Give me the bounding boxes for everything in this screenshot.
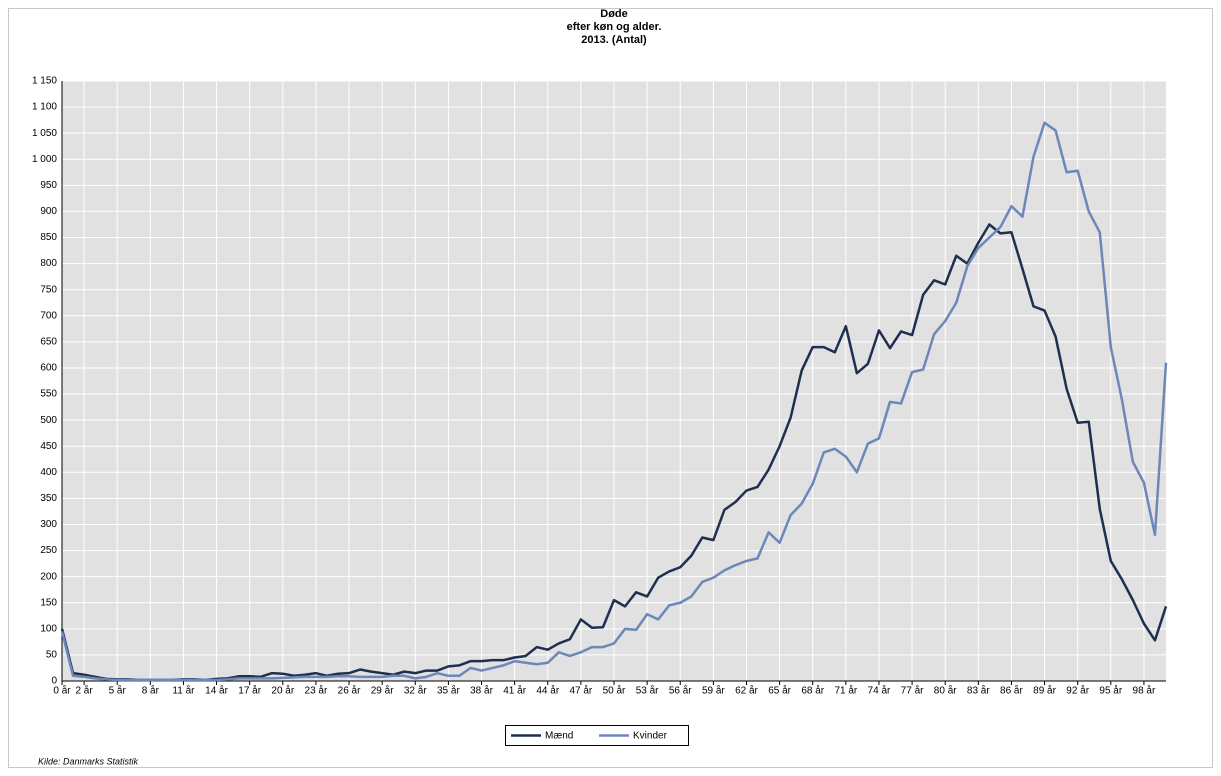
y-tick-label: 0 [51, 676, 57, 687]
line-series [60, 121, 1168, 682]
y-tick-label: 550 [40, 389, 57, 400]
y-tick-label: 450 [40, 441, 57, 452]
x-tick-label: 8 år [142, 685, 160, 697]
x-tick-label: 83 år [967, 685, 990, 697]
x-tick-label: 35 år [437, 685, 460, 697]
x-tick-label: 2 år [75, 685, 93, 697]
x-tick-label: 53 år [636, 685, 659, 697]
y-tick-label: 800 [40, 258, 57, 269]
x-tick-label: 80 år [934, 685, 957, 697]
chart-title: efter køn og alder. [567, 21, 662, 33]
x-tick-label: 62 år [735, 685, 758, 697]
chart-title: Døde [600, 8, 628, 20]
x-tick-label: 23 år [305, 685, 328, 697]
x-tick-label: 74 år [868, 685, 891, 697]
y-tick-label: 500 [40, 415, 57, 426]
x-tick-label: 11 år [172, 685, 195, 697]
x-tick-label: 29 år [371, 685, 394, 697]
y-tick-label: 250 [40, 545, 57, 556]
y-tick-label: 150 [40, 597, 57, 608]
y-tick-label: 850 [40, 232, 57, 243]
y-tick-label: 400 [40, 467, 57, 478]
y-tick-label: 1 150 [32, 76, 57, 87]
x-tick-label: 89 år [1033, 685, 1056, 697]
y-tick-label: 750 [40, 284, 57, 295]
y-tick-label: 700 [40, 310, 57, 321]
x-tick-label: 71 år [834, 685, 857, 697]
x-tick-label: 20 år [271, 685, 294, 697]
x-tick-label: 95 år [1099, 685, 1122, 697]
x-tick-label: 0 år [53, 685, 71, 697]
x-tick-label: 14 år [205, 685, 228, 697]
x-tick-label: 56 år [669, 685, 692, 697]
x-tick-label: 86 år [1000, 685, 1023, 697]
x-tick-label: 44 år [536, 685, 559, 697]
x-tick-label: 5 år [109, 685, 127, 697]
x-tick-label: 32 år [404, 685, 427, 697]
x-tick-label: 47 år [569, 685, 592, 697]
y-tick-label: 950 [40, 180, 57, 191]
source: Kilde: Danmarks Statistik [38, 756, 139, 766]
chart-title: 2013. (Antal) [581, 34, 647, 46]
line-series [60, 223, 1168, 682]
y-tick-label: 50 [46, 650, 58, 661]
y-tick-label: 1 000 [32, 154, 57, 165]
y-tick-label: 900 [40, 206, 57, 217]
x-tick-label: 50 år [603, 685, 626, 697]
x-tick-label: 41 år [503, 685, 526, 697]
legend-label: Kvinder [633, 731, 668, 742]
x-tick-label: 77 år [901, 685, 924, 697]
y-tick-label: 1 050 [32, 128, 57, 139]
y-tick-label: 100 [40, 623, 57, 634]
x-tick-label: 92 år [1066, 685, 1089, 697]
x-tick-label: 65 år [768, 685, 791, 697]
legend-box [505, 725, 689, 746]
y-tick-label: 350 [40, 493, 57, 504]
y-tick-label: 1 100 [32, 102, 57, 113]
x-tick-label: 38 år [470, 685, 493, 697]
x-tick-label: 17 år [238, 685, 261, 697]
x-tick-label: 68 år [801, 685, 824, 697]
legend-label: Mænd [545, 731, 573, 742]
y-tick-label: 600 [40, 363, 57, 374]
y-tick-label: 300 [40, 519, 57, 530]
x-tick-label: 59 år [702, 685, 725, 697]
x-tick-label: 98 år [1133, 685, 1156, 697]
x-tick-label: 26 år [338, 685, 361, 697]
y-tick-label: 650 [40, 337, 57, 348]
y-tick-label: 200 [40, 571, 57, 582]
